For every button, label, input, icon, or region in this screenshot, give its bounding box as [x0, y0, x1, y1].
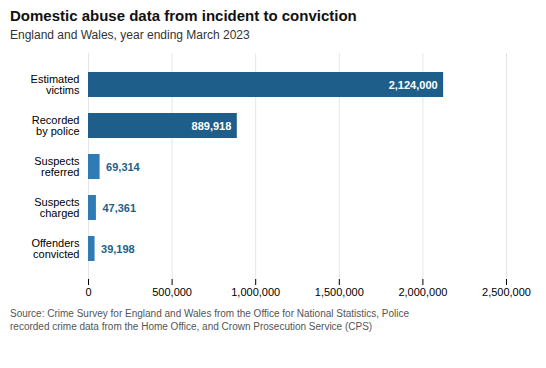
svg-text:47,361: 47,361: [102, 202, 136, 214]
html-text:Domestic abuse data from incid: Domestic abuse data from incident to con…: [10, 7, 357, 24]
svg-text:2,500,000: 2,500,000: [482, 286, 531, 298]
svg-text:Offendersconvicted: Offendersconvicted: [31, 237, 80, 260]
svg-text:1,000,000: 1,000,000: [231, 286, 280, 298]
svg-text:2,124,000: 2,124,000: [389, 79, 438, 91]
svg-text:1,500,000: 1,500,000: [315, 286, 364, 298]
html-text:Source: Crime Survey for Engla: Source: Crime Survey for England and Wal…: [10, 308, 410, 332]
svg-text:Suspectsreferred: Suspectsreferred: [34, 155, 80, 178]
svg-text:69,314: 69,314: [106, 161, 141, 173]
html-text:England and Wales, year ending: England and Wales, year ending March 202…: [10, 28, 250, 42]
svg-text:Suspectscharged: Suspectscharged: [34, 196, 80, 219]
svg-text:2,000,000: 2,000,000: [398, 286, 447, 298]
svg-text:Recordedby police: Recordedby police: [32, 114, 80, 137]
svg-text:0: 0: [85, 286, 91, 298]
svg-text:Estimatedvictims: Estimatedvictims: [31, 73, 80, 96]
svg-text:39,198: 39,198: [101, 243, 135, 255]
svg-text:889,918: 889,918: [192, 120, 232, 132]
svg-text:500,000: 500,000: [152, 286, 192, 298]
